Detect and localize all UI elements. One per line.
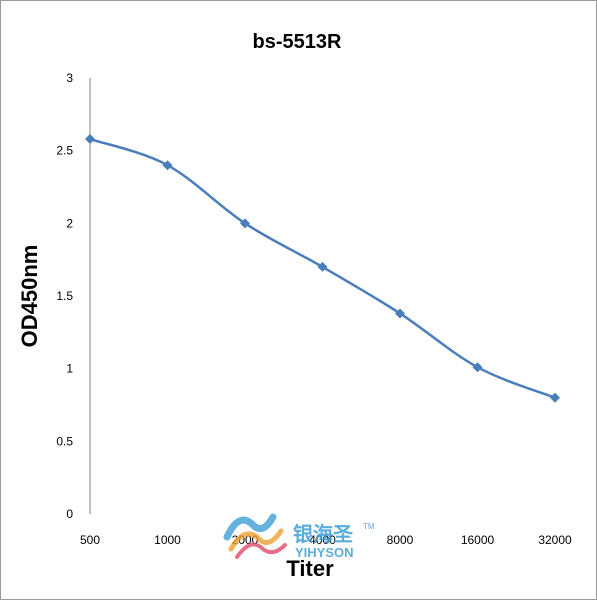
y-tick-label: 0 <box>66 507 73 521</box>
series-markers <box>85 134 560 403</box>
x-tick-label: 8000 <box>387 533 414 547</box>
data-point-marker <box>162 160 173 171</box>
data-point-marker <box>472 362 483 373</box>
y-axis-title: OD450nm <box>17 245 42 348</box>
y-tick-labels: 0 0.5 1 1.5 2 2.5 3 <box>56 71 73 521</box>
data-point-marker <box>317 261 328 272</box>
x-tick-labels: 500 1000 2000 4000 8000 16000 32000 <box>80 533 572 547</box>
y-tick-label: 2.5 <box>56 144 73 158</box>
x-tick-label: 1000 <box>154 533 181 547</box>
y-tick-label: 1.5 <box>56 289 73 303</box>
data-point-marker <box>240 218 250 229</box>
data-point-marker <box>85 134 95 145</box>
x-axis-title: Titer <box>286 556 334 581</box>
chart-title: bs-5513R <box>253 31 342 53</box>
data-point-marker <box>395 308 405 319</box>
y-tick-label: 0.5 <box>56 434 73 448</box>
y-tick-label: 1 <box>66 362 73 376</box>
x-tick-label: 16000 <box>461 533 495 547</box>
y-tick-label: 2 <box>66 216 73 230</box>
yihyson-logo-icon <box>223 513 287 559</box>
watermark-brand-en: YIHYSON <box>295 545 354 560</box>
x-tick-label: 500 <box>80 533 100 547</box>
data-point-marker <box>550 392 560 403</box>
x-tick-label: 4000 <box>309 533 336 547</box>
x-tick-label: 32000 <box>538 533 572 547</box>
watermark-brand-cn: 银海圣 <box>293 522 354 546</box>
y-tick-label: 3 <box>66 71 73 85</box>
yihyson-watermark: 银海圣 TM YIHYSON <box>223 513 375 560</box>
watermark-trademark: TM <box>363 522 375 531</box>
